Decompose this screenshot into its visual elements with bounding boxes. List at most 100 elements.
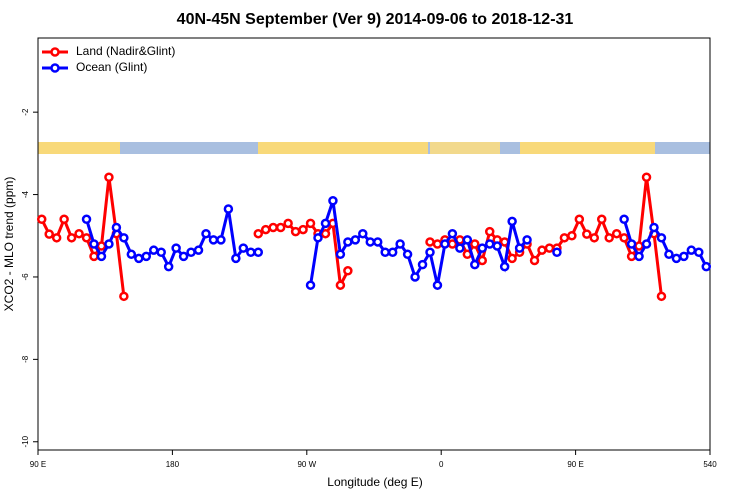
data-point <box>425 247 435 257</box>
plot-frame <box>37 37 711 451</box>
data-point <box>193 245 204 255</box>
data-point <box>141 251 152 262</box>
data-point <box>89 251 99 262</box>
data-point <box>216 235 226 245</box>
data-point <box>402 249 413 260</box>
data-point <box>544 243 555 253</box>
data-point <box>119 291 129 302</box>
data-point <box>283 218 293 229</box>
data-point <box>238 243 249 253</box>
data-point <box>619 233 629 243</box>
chart-title: 40N-45N September (Ver 9) 2014-09-06 to … <box>177 11 574 28</box>
data-point <box>455 243 465 253</box>
data-point <box>89 239 99 249</box>
data-point <box>619 214 629 225</box>
y-tick-label: -10 <box>21 435 30 447</box>
map-strip <box>38 142 710 154</box>
data-point <box>51 233 62 243</box>
data-point <box>74 228 84 239</box>
data-point <box>36 214 47 225</box>
data-point <box>447 228 458 239</box>
data-point <box>664 249 674 260</box>
data-point <box>462 235 473 245</box>
data-point <box>372 237 383 247</box>
data-point <box>134 253 144 264</box>
data-point <box>492 241 502 251</box>
legend-label: Land (Nadir&Glint) <box>76 44 175 58</box>
data-point <box>425 237 435 247</box>
data-point <box>290 226 301 237</box>
data-point <box>343 237 353 247</box>
data-point <box>432 239 443 249</box>
data-point <box>126 249 137 260</box>
data-point <box>44 229 54 239</box>
data-point <box>395 239 405 249</box>
data-point <box>313 233 323 243</box>
data-point <box>589 233 600 243</box>
data-point <box>201 228 211 239</box>
data-point <box>365 237 376 247</box>
data-point <box>470 259 480 270</box>
data-point <box>641 172 652 183</box>
legend-label: Ocean (Glint) <box>76 60 147 74</box>
x-axis-label: Longitude (deg E) <box>327 475 422 489</box>
data-point <box>298 224 308 235</box>
data-point <box>634 251 644 262</box>
data-point <box>626 239 637 249</box>
data-point <box>432 280 443 290</box>
data-point <box>470 239 480 249</box>
data-point <box>387 247 398 257</box>
data-point <box>59 214 69 225</box>
data-point <box>604 233 614 243</box>
data-point <box>537 245 547 255</box>
data-point <box>111 222 122 233</box>
data-point <box>574 214 585 225</box>
data-point <box>484 226 495 237</box>
data-point <box>335 280 346 290</box>
y-tick-label: -6 <box>21 273 30 281</box>
data-point <box>148 245 159 255</box>
data-point <box>582 229 592 239</box>
data-point <box>559 233 570 243</box>
data-point <box>686 245 697 255</box>
data-point <box>656 291 667 302</box>
data-point <box>275 222 286 233</box>
x-tick-label: 90 W <box>297 460 316 469</box>
data-point <box>507 253 517 264</box>
legend-marker <box>50 63 60 73</box>
data-point <box>477 255 488 266</box>
y-tick-label: -4 <box>21 190 30 198</box>
x-tick-label: 540 <box>703 460 717 469</box>
data-point <box>231 253 241 264</box>
data-point <box>335 249 346 260</box>
data-point <box>552 247 562 257</box>
data-point <box>156 247 166 257</box>
data-point <box>529 255 540 266</box>
data-point <box>253 247 264 257</box>
data-point <box>305 218 316 229</box>
data-point <box>223 204 234 214</box>
x-tick-label: 180 <box>166 460 180 469</box>
data-point <box>641 239 652 249</box>
data-point <box>499 261 510 272</box>
data-point <box>96 251 107 262</box>
data-point <box>477 243 488 253</box>
data-point <box>417 259 428 270</box>
data-point <box>611 228 622 239</box>
data-point <box>328 195 338 206</box>
data-point <box>260 224 271 235</box>
data-point <box>358 228 368 239</box>
data-point <box>104 239 114 249</box>
data-point <box>268 222 278 233</box>
y-axis-label: XCO2 - MLO trend (ppm) <box>2 177 16 312</box>
data-point <box>320 218 331 229</box>
data-point <box>514 243 525 253</box>
data-point <box>178 251 189 262</box>
data-point <box>671 253 682 264</box>
x-tick-label: 90 E <box>30 460 46 469</box>
data-point <box>305 280 316 290</box>
data-point <box>186 247 196 257</box>
data-point <box>484 239 495 249</box>
data-point <box>81 214 92 225</box>
